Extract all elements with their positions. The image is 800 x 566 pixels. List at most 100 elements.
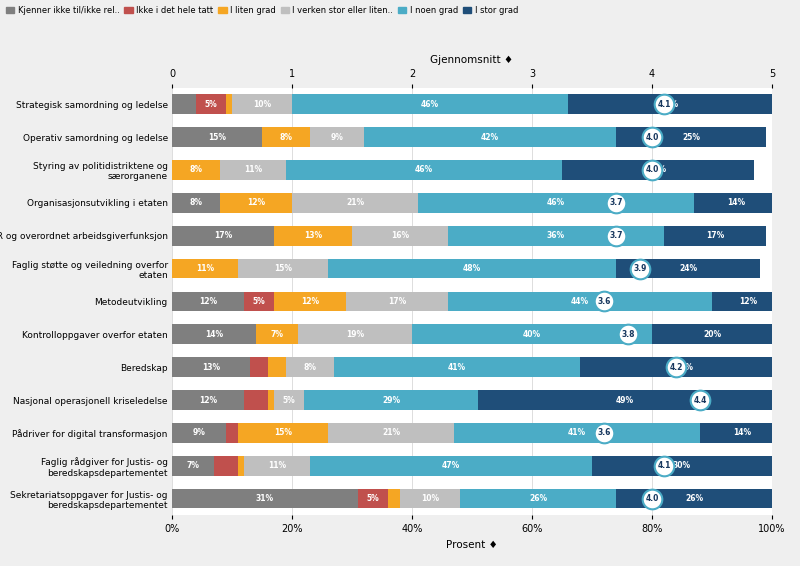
Bar — [616, 489, 772, 508]
Bar — [358, 489, 388, 508]
Point — [610, 231, 622, 240]
Point — [658, 461, 670, 470]
Text: 8%: 8% — [303, 363, 317, 372]
Bar — [268, 357, 286, 377]
Text: 12%: 12% — [199, 396, 217, 405]
Text: 4.0: 4.0 — [646, 165, 658, 174]
Bar — [226, 423, 238, 443]
Bar — [478, 390, 772, 410]
Text: 15%: 15% — [208, 132, 226, 142]
Bar — [616, 259, 760, 278]
Bar — [172, 259, 238, 278]
Text: 24%: 24% — [679, 264, 697, 273]
Point — [610, 198, 622, 207]
Point — [646, 494, 658, 503]
Bar — [172, 193, 220, 213]
Text: 11%: 11% — [196, 264, 214, 273]
Text: 3.7: 3.7 — [610, 231, 622, 240]
Text: 19%: 19% — [346, 330, 364, 339]
Text: 40%: 40% — [523, 330, 541, 339]
Bar — [220, 160, 286, 180]
Bar — [328, 423, 454, 443]
Bar — [286, 357, 334, 377]
Bar — [262, 127, 310, 147]
Bar — [172, 357, 250, 377]
Text: 5%: 5% — [253, 297, 266, 306]
Bar — [448, 291, 712, 311]
Bar — [172, 291, 244, 311]
Text: 25%: 25% — [682, 132, 700, 142]
Bar — [172, 95, 196, 114]
Bar — [172, 390, 244, 410]
Bar — [172, 127, 262, 147]
Text: 41%: 41% — [568, 428, 586, 438]
Text: 9%: 9% — [193, 428, 206, 438]
Point — [694, 396, 706, 405]
Bar — [256, 324, 298, 344]
Bar — [274, 291, 346, 311]
Text: 12%: 12% — [739, 297, 757, 306]
Text: 10%: 10% — [421, 494, 439, 503]
Bar — [346, 291, 448, 311]
Point — [670, 363, 682, 372]
Point — [598, 428, 610, 438]
Bar — [298, 324, 412, 344]
Text: 31%: 31% — [256, 494, 274, 503]
Text: 42%: 42% — [481, 132, 499, 142]
Bar — [334, 357, 580, 377]
Bar — [694, 193, 778, 213]
Text: 8%: 8% — [190, 165, 202, 174]
Bar — [238, 423, 328, 443]
Text: 47%: 47% — [442, 461, 460, 470]
Text: 4.1: 4.1 — [658, 100, 670, 109]
Text: 21%: 21% — [346, 198, 364, 207]
Bar — [310, 127, 364, 147]
Bar — [400, 489, 460, 508]
Text: 16%: 16% — [391, 231, 409, 240]
Point — [646, 132, 658, 142]
Text: 17%: 17% — [388, 297, 406, 306]
Text: 12%: 12% — [199, 297, 217, 306]
Text: 3.6: 3.6 — [598, 297, 610, 306]
Text: 29%: 29% — [382, 396, 400, 405]
Text: 36%: 36% — [547, 231, 565, 240]
X-axis label: Gjennomsnitt ♦: Gjennomsnitt ♦ — [430, 55, 514, 65]
Bar — [172, 456, 214, 475]
Text: 26%: 26% — [685, 494, 703, 503]
Text: 3.7: 3.7 — [610, 198, 622, 207]
Text: 4.0: 4.0 — [646, 494, 658, 503]
Bar — [292, 95, 568, 114]
Text: 14%: 14% — [727, 198, 745, 207]
Text: 49%: 49% — [616, 396, 634, 405]
Bar — [286, 160, 562, 180]
Bar — [274, 390, 304, 410]
Point — [622, 330, 634, 339]
Text: 35%: 35% — [676, 363, 694, 372]
Text: 20%: 20% — [703, 330, 721, 339]
Text: 17%: 17% — [214, 231, 232, 240]
Text: 13%: 13% — [202, 363, 220, 372]
Text: 8%: 8% — [190, 198, 202, 207]
Bar — [652, 324, 772, 344]
Bar — [592, 456, 772, 475]
Text: 30%: 30% — [673, 461, 691, 470]
Bar — [196, 95, 226, 114]
Bar — [364, 127, 616, 147]
Bar — [172, 226, 274, 246]
Text: 3.8: 3.8 — [622, 330, 634, 339]
Text: 7%: 7% — [270, 330, 283, 339]
Text: 15%: 15% — [274, 264, 292, 273]
Bar — [412, 324, 652, 344]
Bar — [172, 423, 226, 443]
Text: 10%: 10% — [253, 100, 271, 109]
Text: 46%: 46% — [547, 198, 565, 207]
Bar — [448, 226, 664, 246]
Bar — [568, 95, 772, 114]
Text: 14%: 14% — [733, 428, 751, 438]
Text: 46%: 46% — [415, 165, 433, 174]
Bar — [310, 456, 592, 475]
Bar — [226, 95, 232, 114]
Bar — [418, 193, 694, 213]
Text: 8%: 8% — [279, 132, 293, 142]
Bar — [304, 390, 478, 410]
